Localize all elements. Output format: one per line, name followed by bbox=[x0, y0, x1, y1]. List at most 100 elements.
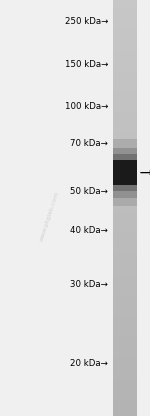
Bar bbox=[112, 387, 136, 391]
Bar bbox=[112, 21, 136, 25]
Bar bbox=[112, 183, 136, 187]
Bar bbox=[112, 291, 136, 295]
Bar bbox=[112, 87, 136, 92]
Bar bbox=[112, 308, 136, 312]
Bar bbox=[112, 191, 136, 196]
Bar bbox=[112, 262, 136, 266]
Bar bbox=[112, 58, 136, 62]
Bar bbox=[112, 358, 136, 362]
Bar bbox=[112, 96, 136, 100]
Text: 20 kDa→: 20 kDa→ bbox=[70, 359, 108, 369]
Bar bbox=[112, 399, 136, 404]
Bar bbox=[112, 196, 136, 200]
Bar bbox=[112, 391, 136, 395]
Bar bbox=[112, 200, 136, 204]
Text: 40 kDa→: 40 kDa→ bbox=[70, 226, 108, 235]
Bar bbox=[112, 146, 136, 150]
Bar bbox=[112, 275, 136, 279]
Bar bbox=[112, 245, 136, 250]
Bar bbox=[112, 104, 136, 108]
Bar bbox=[112, 54, 136, 58]
Bar bbox=[112, 412, 136, 416]
Bar bbox=[112, 141, 136, 146]
Bar bbox=[112, 345, 136, 349]
Bar bbox=[112, 160, 136, 185]
Bar bbox=[112, 383, 136, 387]
Bar bbox=[112, 100, 136, 104]
Bar bbox=[112, 237, 136, 241]
Bar bbox=[112, 42, 136, 46]
Bar bbox=[112, 25, 136, 29]
Bar bbox=[112, 17, 136, 21]
Bar bbox=[112, 75, 136, 79]
Bar bbox=[112, 33, 136, 37]
Bar bbox=[112, 220, 136, 225]
Bar bbox=[112, 4, 136, 8]
Bar bbox=[112, 366, 136, 370]
Bar bbox=[112, 12, 136, 17]
Bar bbox=[112, 62, 136, 67]
Bar bbox=[112, 379, 136, 383]
Bar bbox=[112, 50, 136, 54]
Bar bbox=[112, 129, 136, 133]
Bar bbox=[112, 300, 136, 304]
Bar bbox=[112, 67, 136, 71]
Bar bbox=[112, 0, 136, 4]
Bar bbox=[112, 362, 136, 366]
Bar bbox=[112, 341, 136, 345]
Bar bbox=[112, 46, 136, 50]
Bar bbox=[112, 320, 136, 324]
Text: 70 kDa→: 70 kDa→ bbox=[70, 139, 108, 148]
Bar bbox=[112, 8, 136, 12]
Text: 250 kDa→: 250 kDa→ bbox=[65, 17, 108, 26]
Bar bbox=[112, 312, 136, 316]
Bar bbox=[112, 404, 136, 408]
Bar bbox=[112, 216, 136, 220]
Bar bbox=[112, 175, 136, 179]
Bar bbox=[112, 287, 136, 291]
Bar bbox=[112, 324, 136, 329]
Bar bbox=[112, 408, 136, 412]
Bar bbox=[112, 304, 136, 308]
Bar bbox=[112, 79, 136, 83]
Bar bbox=[112, 37, 136, 42]
Bar bbox=[112, 139, 136, 206]
Bar bbox=[112, 83, 136, 87]
Bar bbox=[112, 158, 136, 162]
Bar bbox=[112, 233, 136, 237]
Text: 50 kDa→: 50 kDa→ bbox=[70, 187, 108, 196]
Bar bbox=[112, 266, 136, 270]
Bar bbox=[112, 349, 136, 354]
Bar bbox=[112, 283, 136, 287]
Bar bbox=[112, 148, 136, 198]
Bar bbox=[112, 71, 136, 75]
Bar bbox=[112, 204, 136, 208]
Bar bbox=[112, 279, 136, 283]
Text: 100 kDa→: 100 kDa→ bbox=[65, 102, 108, 111]
Bar bbox=[112, 187, 136, 191]
Bar bbox=[112, 29, 136, 33]
Bar bbox=[112, 254, 136, 258]
Bar bbox=[112, 241, 136, 245]
Bar bbox=[112, 329, 136, 333]
Bar bbox=[112, 179, 136, 183]
Bar bbox=[112, 316, 136, 320]
Bar bbox=[112, 108, 136, 112]
Bar bbox=[112, 229, 136, 233]
Bar bbox=[112, 270, 136, 275]
Bar bbox=[112, 112, 136, 116]
Bar bbox=[112, 333, 136, 337]
Bar bbox=[112, 133, 136, 137]
Bar bbox=[112, 125, 136, 129]
Bar bbox=[112, 162, 136, 166]
Bar bbox=[112, 395, 136, 399]
Bar bbox=[112, 370, 136, 374]
Bar bbox=[112, 137, 136, 141]
Bar bbox=[112, 116, 136, 121]
Bar bbox=[112, 154, 136, 158]
Bar bbox=[112, 374, 136, 379]
Text: 150 kDa→: 150 kDa→ bbox=[65, 60, 108, 69]
Bar bbox=[112, 212, 136, 216]
Bar bbox=[112, 121, 136, 125]
Bar bbox=[112, 208, 136, 212]
